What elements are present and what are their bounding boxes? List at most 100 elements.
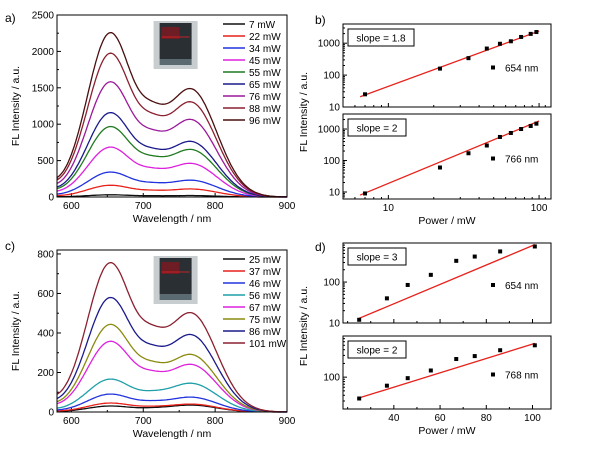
- data-point: [454, 357, 459, 362]
- slope-box: [347, 28, 415, 47]
- legend-label: 45 mW: [249, 56, 281, 67]
- y-axis-label: FL Intensity / a.u.: [298, 72, 310, 152]
- panel-letter: b): [315, 13, 326, 27]
- data-point: [528, 123, 533, 128]
- panel-letter: c): [5, 239, 15, 253]
- data-point: [484, 143, 489, 148]
- subplot-654nm: 10 100 slope = 3 654 nm: [323, 242, 552, 330]
- x-tick-label: 60: [435, 413, 447, 424]
- y-tick-label: 1000: [32, 120, 55, 131]
- y-tick-label: 2000: [32, 47, 55, 58]
- legend-label: 96 mW: [249, 116, 281, 127]
- data-point: [405, 376, 410, 381]
- x-tick-label: 900: [279, 201, 296, 212]
- y-tick-label: 2500: [32, 11, 55, 22]
- fit-line: [358, 244, 536, 319]
- y-tick-label: 10: [329, 103, 341, 114]
- data-point: [405, 282, 410, 287]
- legend-label: 65 mW: [249, 80, 281, 91]
- subplot-654nm: 10 100 1000 slope = 1.8 654 nm: [318, 23, 552, 114]
- data-point: [428, 368, 433, 373]
- slope-label: slope = 2: [357, 346, 398, 357]
- y-tick-label: 0: [48, 193, 54, 204]
- slope-box: [347, 118, 407, 137]
- legend-label: 67 mW: [249, 303, 281, 314]
- spectrum-line-101mW: [56, 261, 287, 413]
- data-point: [428, 272, 433, 277]
- y-tick-label: 100: [323, 278, 340, 289]
- data-point: [508, 130, 513, 135]
- spectrum-line-22mW: [56, 184, 287, 198]
- data-point: [519, 34, 524, 39]
- data-point: [454, 258, 459, 263]
- legend-label: 654 nm: [505, 64, 538, 75]
- x-axis-label: Wavelength / nm: [133, 213, 212, 225]
- legend-label: 75 mW: [249, 315, 281, 326]
- data-point: [497, 134, 502, 139]
- slope-box: [347, 340, 407, 359]
- x-axis-label: Power / mW: [418, 425, 475, 437]
- data-point: [498, 249, 503, 254]
- plot-frame: [56, 249, 288, 413]
- spectrum-line-65mW: [56, 111, 287, 198]
- y-tick-label: 10: [329, 188, 341, 199]
- y-tick-label: 100: [323, 156, 340, 167]
- data-point: [466, 151, 471, 156]
- y-tick-label: 200: [37, 368, 54, 379]
- legend-marker: [491, 283, 495, 287]
- data-point: [357, 317, 362, 322]
- x-tick-label: 700: [135, 201, 152, 212]
- plot-frame: [342, 113, 552, 200]
- plot-frame: [342, 23, 552, 108]
- data-point: [363, 92, 368, 97]
- y-tick-label: 1000: [318, 39, 341, 50]
- legend-label: 46 mW: [249, 279, 281, 290]
- legend-label: 37 mW: [249, 267, 281, 278]
- x-tick-label: 80: [481, 413, 493, 424]
- legend-label: 56 mW: [249, 291, 281, 302]
- spectrum-line-76mW: [56, 81, 287, 198]
- legend-label: 768 nm: [505, 371, 538, 382]
- legend-label: 766 nm: [505, 155, 538, 166]
- cuvette-base: [159, 59, 192, 65]
- data-point: [534, 30, 539, 35]
- data-point: [437, 165, 442, 170]
- y-tick-label: 100: [323, 373, 340, 384]
- panel-d: 10 100 slope = 3 654 nm 100 40 60 80 100 slope = …: [298, 240, 552, 437]
- y-axis-label: FL Intensity / a.u.: [10, 66, 22, 146]
- legend-label: 86 mW: [249, 327, 281, 338]
- y-tick-label: 1000: [318, 125, 341, 136]
- legend-label: 22 mW: [249, 32, 281, 43]
- spectrum-line-86mW: [56, 296, 287, 413]
- slope-label: slope = 3: [357, 253, 398, 264]
- data-point: [528, 31, 533, 36]
- y-tick-label: 600: [37, 289, 54, 300]
- slope-label: slope = 2: [357, 124, 398, 135]
- cuvette-glow: [161, 262, 180, 274]
- data-point: [519, 127, 524, 132]
- x-tick-label: 600: [63, 416, 80, 427]
- legend-label: 76 mW: [249, 92, 281, 103]
- data-point: [384, 383, 389, 388]
- data-point: [534, 121, 539, 126]
- spectrum-line-75mW: [56, 323, 287, 413]
- data-point: [363, 191, 368, 196]
- x-axis-label: Wavelength / nm: [133, 428, 212, 440]
- data-point: [472, 254, 477, 259]
- legend-label: 55 mW: [249, 68, 281, 79]
- legend-marker: [491, 372, 495, 377]
- legend-marker: [491, 65, 495, 70]
- x-tick-label: 40: [388, 413, 400, 424]
- y-axis-label: FL Intensity / a.u.: [298, 286, 310, 366]
- data-point: [437, 66, 442, 71]
- slope-label: slope = 1.8: [356, 34, 406, 45]
- x-tick-label: 100: [531, 203, 548, 214]
- slope-box: [347, 247, 407, 266]
- data-point: [472, 354, 477, 359]
- plot-frame: [342, 242, 552, 324]
- data-point: [498, 348, 503, 353]
- x-tick-label: 10: [383, 203, 395, 214]
- subplot-768nm: 100 40 60 80 100 slope = 2 768 nm: [323, 335, 552, 424]
- plot-frame: [56, 14, 288, 198]
